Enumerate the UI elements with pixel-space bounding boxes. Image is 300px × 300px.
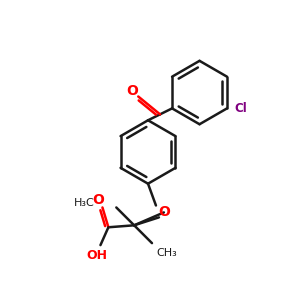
Text: O: O [158, 206, 170, 219]
Text: O: O [92, 193, 104, 206]
Text: CH₃: CH₃ [156, 248, 177, 258]
Text: OH: OH [86, 248, 107, 262]
Text: O: O [126, 84, 138, 98]
Text: H₃C: H₃C [74, 199, 94, 208]
Text: Cl: Cl [234, 102, 247, 115]
